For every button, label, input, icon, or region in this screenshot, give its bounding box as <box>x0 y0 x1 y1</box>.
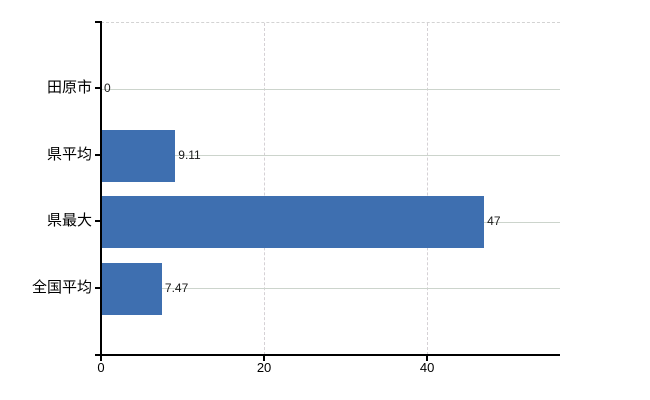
gridline-horizontal <box>101 155 560 157</box>
x-tick <box>263 356 266 361</box>
category-tick <box>95 87 101 90</box>
x-tick-label: 40 <box>419 360 435 375</box>
bar-value-label: 0 <box>104 81 111 96</box>
bar <box>101 262 162 315</box>
category-tick <box>95 220 101 223</box>
y-axis-top-tick <box>95 21 101 23</box>
category-label: 全国平均 <box>31 278 92 296</box>
bar-value-label: 47 <box>487 214 501 229</box>
bar <box>101 129 176 182</box>
category-label: 県最大 <box>46 212 92 230</box>
gridline-vertical <box>263 23 265 355</box>
plot-area: 0 9.11 47 7.47 <box>101 22 560 355</box>
gridline-horizontal <box>101 288 560 290</box>
x-tick-label: 0 <box>97 360 105 375</box>
category-tick <box>95 153 101 156</box>
x-tick <box>100 356 102 361</box>
bar <box>101 196 485 249</box>
category-label: 県平均 <box>46 145 92 163</box>
x-tick-label: 20 <box>256 360 272 375</box>
x-axis-line <box>95 354 560 356</box>
category-tick <box>95 286 101 289</box>
gridline-vertical <box>426 23 428 355</box>
bar-value-label: 9.11 <box>178 147 201 162</box>
y-axis-line <box>100 21 102 355</box>
gridline-horizontal <box>101 88 560 90</box>
category-label: 田原市 <box>46 79 92 97</box>
x-tick <box>426 356 429 361</box>
bar-value-label: 7.47 <box>164 280 189 295</box>
